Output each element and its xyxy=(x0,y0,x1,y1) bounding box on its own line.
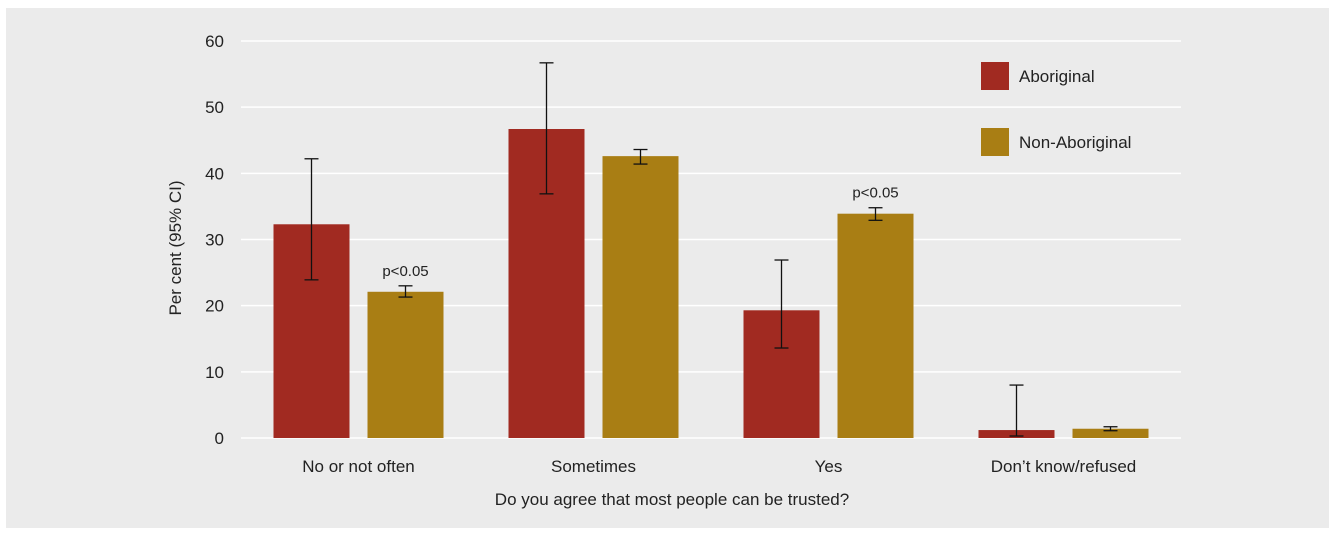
y-tick-label: 50 xyxy=(205,98,224,117)
bar xyxy=(602,156,679,438)
y-tick-label: 0 xyxy=(215,429,224,448)
x-tick-label: Yes xyxy=(815,457,843,476)
bar xyxy=(837,213,914,438)
error-bars xyxy=(304,62,1118,437)
y-tick-label: 10 xyxy=(205,363,224,382)
legend-label: Non-Aboriginal xyxy=(1019,133,1131,152)
bar xyxy=(1072,428,1149,438)
legend-swatch xyxy=(981,128,1009,156)
bars xyxy=(273,129,1149,439)
x-tick-label: No or not often xyxy=(302,457,414,476)
legend-label: Aboriginal xyxy=(1019,67,1095,86)
y-tick-label: 40 xyxy=(205,164,224,183)
x-axis-title: Do you agree that most people can be tru… xyxy=(495,490,849,509)
x-tick-label: Sometimes xyxy=(551,457,636,476)
significance-label: p<0.05 xyxy=(852,185,898,202)
annotations: p<0.05 p<0.05 xyxy=(382,185,898,280)
x-tick-label: Don’t know/refused xyxy=(991,457,1137,476)
y-axis-ticks: 0 10 20 30 40 50 60 xyxy=(205,32,224,448)
significance-label: p<0.05 xyxy=(382,263,428,280)
bar xyxy=(367,291,444,438)
legend-swatch xyxy=(981,62,1009,90)
y-tick-label: 60 xyxy=(205,32,224,51)
x-axis-ticks: No or not often Sometimes Yes Don’t know/re… xyxy=(302,457,1136,476)
legend: Aboriginal Non-Aboriginal xyxy=(981,62,1131,156)
bar-chart: p<0.05 p<0.05 0 10 20 30 40 50 60 No or not oft… xyxy=(166,32,1181,509)
y-axis-title: Per cent (95% CI) xyxy=(166,180,185,315)
y-tick-label: 30 xyxy=(205,231,224,250)
y-tick-label: 20 xyxy=(205,297,224,316)
chart-panel: p<0.05 p<0.05 0 10 20 30 40 50 60 No or not oft… xyxy=(6,8,1329,528)
